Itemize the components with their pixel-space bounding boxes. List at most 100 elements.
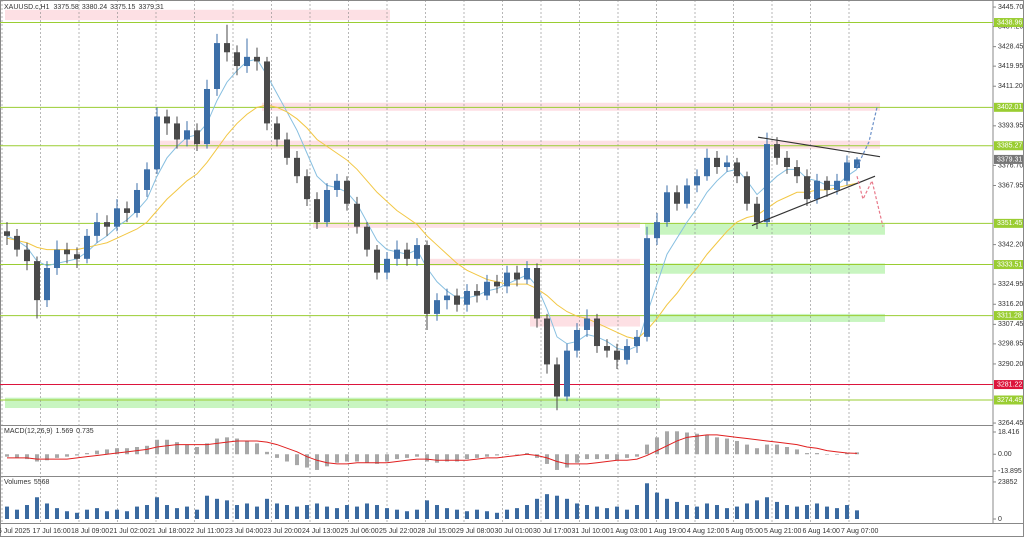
candle-body (774, 144, 780, 158)
level-label-bg (994, 395, 1023, 405)
low: 3375.15 (110, 4, 135, 11)
candle-body (254, 56, 260, 62)
macd-bar (115, 448, 119, 455)
x-tick-label: 23 Jul 04:00 (225, 528, 263, 535)
level-label: 3274.49 (997, 397, 1022, 404)
macd-bar (35, 454, 39, 462)
macd-bar (295, 454, 299, 466)
volume-bar (765, 497, 769, 519)
volume-bar (755, 500, 759, 519)
volume-bar (785, 505, 789, 519)
zone (5, 397, 660, 409)
candle-body (414, 245, 420, 259)
macd-bar (445, 454, 449, 462)
volume-bar (615, 506, 619, 519)
candle-body (134, 189, 140, 213)
volume-bar (65, 511, 69, 519)
candle-body (74, 254, 80, 259)
macd-bar (65, 454, 69, 457)
macd-bar (265, 451, 269, 455)
volume-bar (775, 501, 779, 519)
macd-bar (565, 454, 569, 468)
macd-bar (225, 437, 229, 455)
volume-bar (625, 509, 629, 519)
zone (645, 263, 885, 274)
x-tick-label: 23 Jul 20:00 (264, 528, 302, 535)
candle-body (794, 167, 800, 177)
volume-bar (25, 505, 29, 519)
candle-body (384, 258, 390, 273)
volume-bar (235, 505, 239, 519)
volume-bar (345, 505, 349, 519)
volume-bar (725, 508, 729, 519)
macd-bar (75, 454, 79, 456)
moving-average (6, 58, 858, 352)
macd-bar (145, 445, 149, 455)
candle-body (444, 295, 450, 301)
y-tick-label: 3393.95 (998, 123, 1023, 130)
macd-bar (385, 454, 389, 462)
x-tick-label: 31 Jul 10:00 (572, 528, 610, 535)
candle-body (614, 350, 620, 360)
level-label-bg (994, 218, 1023, 228)
macd-bar (755, 448, 759, 455)
zone (430, 258, 640, 266)
macd-bar (95, 450, 99, 455)
high: 3380.24 (82, 4, 107, 11)
y-tick-label: 3445.70 (998, 4, 1023, 11)
level-label-bg (994, 18, 1023, 28)
level-label-bg (994, 380, 1023, 390)
volume-bar (535, 498, 539, 519)
macd-bar (525, 453, 529, 455)
y-tick-label: 3342.20 (998, 241, 1023, 248)
volume-bar (655, 492, 659, 519)
volume-bar (175, 508, 179, 519)
x-tick-label: 24 Jul 13:00 (302, 528, 340, 535)
candle-body (64, 249, 70, 255)
candle-body (684, 185, 690, 204)
volume-bar (225, 500, 229, 519)
macd-bar (405, 454, 409, 458)
volume-bar (425, 500, 429, 519)
macd-bar (825, 454, 829, 455)
x-tick-label: 25 Jul 06:00 (341, 528, 379, 535)
candle-body (454, 295, 460, 305)
volume-bar (475, 509, 479, 519)
moving-average (6, 104, 858, 340)
candle-body (274, 123, 280, 140)
volume-bar (515, 508, 519, 519)
trend-line (856, 107, 878, 168)
x-tick-label: 21 Jul 02:00 (110, 528, 148, 535)
x-tick-label: 5 Aug 21:00 (764, 528, 801, 535)
volume-bar (355, 506, 359, 519)
candle-body (4, 231, 10, 236)
candle-body (624, 346, 630, 360)
macd-bar (325, 454, 329, 467)
volume-name: Volumes (4, 479, 31, 486)
volume-bar (245, 503, 249, 519)
candle-body (754, 203, 760, 223)
candle-body (594, 318, 600, 347)
volume-bar (255, 506, 259, 519)
candle-body (854, 159, 860, 168)
volume-bar (335, 508, 339, 519)
y-tick-label: 3428.45 (998, 43, 1023, 50)
candle-body (544, 318, 550, 365)
y-tick-label: 3419.95 (998, 63, 1023, 70)
volume-bar (275, 503, 279, 519)
volume-bar (835, 508, 839, 519)
volume-bar (135, 506, 139, 519)
candle-body (284, 139, 290, 158)
candle-body (804, 176, 810, 200)
candle-body (824, 180, 830, 190)
level-label: 3402.01 (997, 104, 1022, 111)
volume-bar (195, 509, 199, 519)
volume-bar (125, 511, 129, 519)
candle-body (694, 176, 700, 186)
volume-bar (325, 506, 329, 519)
candle-body (654, 222, 660, 239)
macd-bar (25, 454, 29, 460)
volume-bar (565, 498, 569, 519)
zone (645, 313, 885, 322)
